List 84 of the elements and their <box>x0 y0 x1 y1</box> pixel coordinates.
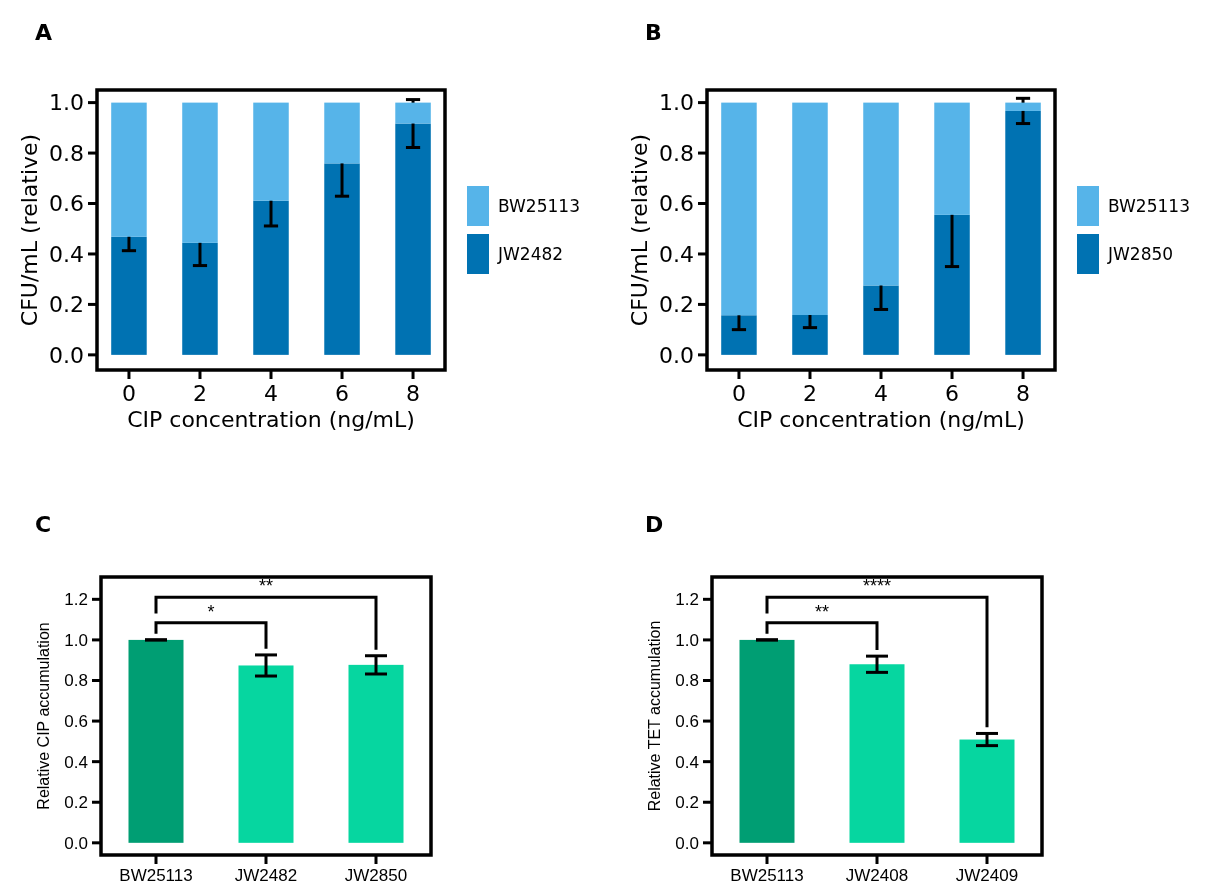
annotation: * <box>207 601 215 622</box>
bar <box>863 285 899 355</box>
bar <box>395 123 431 355</box>
x-tick-label: 2 <box>802 380 817 406</box>
x-tick-label: JW2482 <box>234 866 298 886</box>
y-tick-label: 0.2 <box>64 793 88 813</box>
bar <box>1005 102 1041 111</box>
y-tick-label: 0.8 <box>64 671 88 691</box>
y-axis-title: CFU/mL (relative) <box>17 133 42 327</box>
y-tick-label: 1.0 <box>49 90 84 116</box>
bar <box>792 315 828 355</box>
y-tick-label: 0.8 <box>675 671 699 691</box>
x-tick-label: 4 <box>874 380 888 406</box>
chart-title: B <box>645 20 662 45</box>
y-tick-label: 0.6 <box>659 191 694 217</box>
y-tick-label: 0.0 <box>49 342 84 368</box>
y-tick-label: 0.8 <box>49 140 84 166</box>
y-tick-label: 1.0 <box>675 630 699 650</box>
bar <box>721 102 757 316</box>
annotation: **** <box>862 576 892 597</box>
y-tick-label: 1.0 <box>659 90 694 116</box>
bar <box>959 739 1015 843</box>
x-axis-title: CIP concentration (ng/mL) <box>737 407 1025 433</box>
legend-label: JW2850 <box>1107 243 1174 264</box>
y-axis-title: Relative CIP accumulation <box>35 622 52 810</box>
y-tick-label: 0.0 <box>675 833 699 853</box>
x-tick-label: JW2409 <box>955 866 1019 886</box>
y-tick-label: 0.4 <box>659 241 694 267</box>
y-tick-label: 0.2 <box>49 292 84 318</box>
bar <box>253 102 289 201</box>
annotation: ** <box>814 601 830 622</box>
x-tick-label: BW25113 <box>119 866 193 886</box>
legend-label: JW2482 <box>497 243 564 264</box>
bar <box>934 214 970 355</box>
y-tick-label: 1.2 <box>64 590 88 610</box>
x-tick-label: JW2850 <box>344 866 408 886</box>
bar <box>934 102 970 215</box>
y-tick-label: 1.2 <box>675 590 699 610</box>
bar <box>111 102 147 237</box>
x-tick-label: 0 <box>121 380 136 406</box>
chart-title: C <box>35 512 52 537</box>
x-tick-label: BW25113 <box>730 866 804 886</box>
chart-title: A <box>35 20 53 45</box>
y-tick-label: 0.6 <box>675 712 699 732</box>
y-tick-label: 0.6 <box>49 191 84 217</box>
x-tick-label: 8 <box>1016 380 1031 406</box>
x-tick-label: 6 <box>335 380 350 406</box>
bar <box>1005 110 1041 355</box>
x-axis-title: CIP concentration (ng/mL) <box>127 407 415 433</box>
bar <box>863 102 899 286</box>
y-tick-label: 0.2 <box>675 793 699 813</box>
annotation: ** <box>258 576 274 597</box>
chart-title: D <box>645 512 664 537</box>
bar <box>182 242 218 355</box>
y-tick-label: 0.0 <box>64 833 88 853</box>
bar <box>253 200 289 355</box>
legend-label: BW25113 <box>498 195 580 216</box>
x-tick-label: 8 <box>406 380 421 406</box>
y-tick-label: 0.4 <box>49 241 84 267</box>
x-tick-label: JW2408 <box>845 866 909 886</box>
y-tick-label: 0.4 <box>675 752 699 772</box>
y-tick-label: 1.0 <box>64 630 88 650</box>
bar <box>324 102 360 164</box>
legend-label: BW25113 <box>1108 195 1190 216</box>
bar <box>849 664 905 843</box>
bar <box>111 236 147 355</box>
y-tick-label: 0.4 <box>64 752 88 772</box>
bar <box>238 665 294 843</box>
y-tick-label: 0.2 <box>659 292 694 318</box>
y-tick-label: 0.8 <box>659 140 694 166</box>
bar <box>348 664 404 843</box>
x-tick-label: 2 <box>192 380 207 406</box>
x-tick-label: 6 <box>945 380 960 406</box>
bar <box>182 102 218 243</box>
y-axis-title: CFU/mL (relative) <box>627 133 652 327</box>
y-tick-label: 0.0 <box>659 342 694 368</box>
y-axis-title: Relative TET accumulation <box>646 620 663 812</box>
bar <box>721 315 757 355</box>
x-tick-label: 0 <box>731 380 746 406</box>
bar <box>324 163 360 355</box>
x-tick-label: 4 <box>264 380 278 406</box>
y-tick-label: 0.6 <box>64 712 88 732</box>
bar <box>792 102 828 316</box>
bar <box>395 102 431 124</box>
